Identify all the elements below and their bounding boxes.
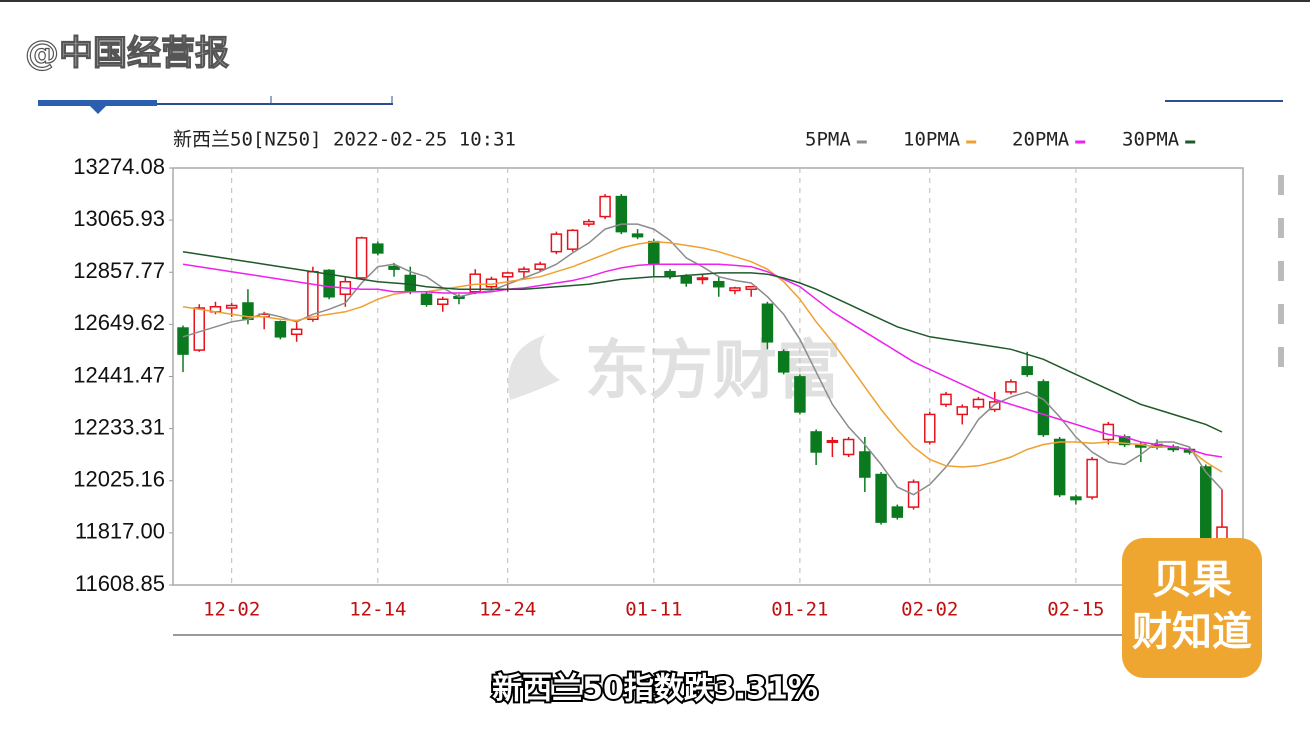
candle-body [794, 376, 806, 413]
candle-body [664, 270, 676, 277]
y-tick-label: 13274.08 [73, 154, 165, 179]
plot: 13274.08 13065.93 12857.77 12649.62 12441.47… [73, 129, 1228, 621]
tool-icon [1278, 261, 1284, 281]
candle-body [501, 272, 514, 278]
candle-body [859, 451, 871, 478]
candle-body [680, 275, 693, 284]
badge-text: 贝果 [1152, 557, 1232, 603]
candle-body [826, 439, 839, 443]
candle-body [469, 273, 481, 293]
candle-body [420, 293, 433, 305]
y-tick-label: 12857.77 [73, 258, 165, 283]
badge-text: 财知道 [1132, 609, 1252, 655]
candle-body [648, 240, 660, 265]
x-tick-label: 12-24 [479, 599, 536, 621]
caption: 新西兰50指数跌3.31% [492, 672, 818, 707]
badge [1122, 538, 1262, 678]
candle-body [631, 233, 644, 238]
candle-body [745, 285, 757, 290]
candle-body [566, 229, 579, 250]
x-tick-label: 12-02 [203, 599, 260, 621]
ma-line [182, 240, 1223, 473]
tab-active [38, 100, 157, 106]
candle-body [355, 237, 368, 279]
tool-icon [1278, 304, 1284, 324]
ma-line [182, 223, 1223, 496]
candle-body [810, 431, 822, 453]
candle-body [761, 303, 774, 343]
candle-body [729, 287, 741, 292]
candle-body [956, 406, 968, 416]
candle-body [940, 393, 952, 406]
candle-body [290, 328, 303, 336]
watermark-logo [508, 335, 560, 400]
legend-label: 20PMA [1012, 129, 1070, 151]
candle-body [599, 195, 611, 218]
candle-body [550, 233, 563, 253]
source-mark: @中国经营报 [25, 34, 229, 74]
tool-icon [1278, 175, 1284, 195]
candle-body [307, 270, 319, 321]
candle-body [518, 268, 530, 273]
y-tick-label: 13065.93 [73, 206, 165, 231]
candle-body [1053, 438, 1066, 496]
candle-body [696, 277, 709, 281]
candle-body [875, 473, 887, 523]
candle-body [193, 307, 205, 351]
tool-icon [1278, 218, 1284, 238]
candle-body [177, 327, 189, 355]
y-tick-label: 12025.16 [73, 467, 165, 492]
candle-body [988, 401, 1001, 411]
candle-body [225, 304, 238, 309]
y-tick-label: 11608.85 [75, 571, 165, 596]
candle-body [388, 265, 400, 270]
x-tick-label: 02-02 [901, 599, 958, 621]
x-tick-label: 01-21 [771, 599, 828, 621]
candle-body [924, 413, 936, 443]
ma-line [182, 263, 1223, 458]
candle-body [323, 269, 335, 298]
candle-body [615, 195, 628, 233]
candle-body [972, 398, 985, 408]
x-tick-label: 01-11 [625, 599, 682, 621]
candle-body [891, 506, 904, 518]
candle-body [1005, 381, 1017, 393]
candle-body [274, 321, 287, 338]
ma-line [182, 250, 1223, 433]
candle-body [777, 351, 790, 373]
tab-pointer [90, 106, 106, 114]
candle-body [1070, 496, 1082, 501]
candle-body [1086, 458, 1098, 498]
toolbar [1278, 175, 1284, 367]
tool-icon [1278, 347, 1284, 367]
candle-body [1021, 366, 1033, 376]
x-tick-label: 02-15 [1047, 599, 1104, 621]
legend-label: 30PMA [1122, 129, 1180, 151]
x-tick-label: 12-14 [349, 599, 406, 621]
legend-label: 10PMA [903, 129, 961, 151]
legend-label: 5PMA [805, 129, 851, 151]
y-tick-label: 12649.62 [73, 310, 165, 335]
candle-body [583, 220, 595, 225]
candle-body [437, 298, 449, 305]
candle-body [534, 263, 546, 270]
watermark-group: 东方财富 [508, 335, 841, 409]
candle-body [712, 280, 725, 288]
candle-body [1037, 381, 1050, 436]
chart-title: 新西兰50[NZ50] 2022-02-25 10:31 [173, 129, 516, 151]
candle-body [842, 438, 855, 456]
y-tick-label: 12233.31 [73, 414, 165, 439]
candle-body [1102, 423, 1115, 441]
candle-body [372, 243, 384, 254]
y-tick-label: 11817.00 [75, 519, 165, 544]
y-tick-label: 12441.47 [73, 362, 165, 387]
